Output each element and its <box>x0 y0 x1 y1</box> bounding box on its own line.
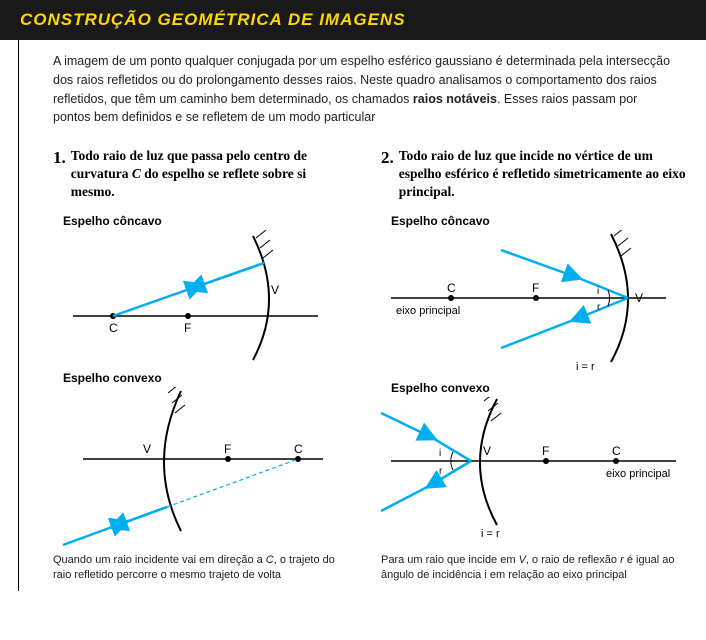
lbl-C: C <box>109 321 118 335</box>
lbl-V2: V <box>143 442 151 456</box>
diagram-2b: Espelho convexo V F C eixo principal <box>381 381 691 547</box>
lbl-eixo2: eixo principal <box>606 468 670 480</box>
rule-1-num: 1. <box>53 147 66 202</box>
svg-concave-vertex: C F V eixo principal i r i = r <box>381 230 691 375</box>
lbl-C3: C <box>447 281 456 295</box>
lbl-F3: F <box>532 281 539 295</box>
diag-1b-label: Espelho convexo <box>63 371 353 385</box>
rule-2: 2. Todo raio de luz que incide no vértic… <box>381 147 691 583</box>
c2-pre: Para um raio que incide em <box>381 554 519 566</box>
lbl-F2: F <box>224 442 231 456</box>
intro-paragraph: A imagem de um ponto qualquer conjugada … <box>53 52 678 127</box>
c1-i1: C <box>266 554 274 566</box>
diagram-1b: Espelho convexo V F <box>53 371 353 547</box>
rule-2-num: 2. <box>381 147 394 202</box>
lbl-C2: C <box>294 442 303 456</box>
lbl-i2: i <box>439 448 441 459</box>
rule-1: 1. Todo raio de luz que passa pelo centr… <box>53 147 353 583</box>
lbl-r2: r <box>439 466 443 477</box>
rule-2-text: Todo raio de luz que incide no vértice d… <box>399 147 691 202</box>
lbl-i1: i <box>597 286 599 297</box>
lbl-eixo1: eixo principal <box>396 305 460 317</box>
rule-2-heading: 2. Todo raio de luz que incide no vértic… <box>381 147 691 202</box>
diagram-1a: Espelho côncavo <box>53 214 353 365</box>
header-title: CONSTRUÇÃO GEOMÉTRICA DE IMAGENS <box>20 10 406 29</box>
caption-2: Para um raio que incide em V, o raio de … <box>381 553 691 584</box>
intro-bold: raios notáveis <box>413 92 497 106</box>
svg-concave-center: C F V <box>53 230 353 365</box>
columns: 1. Todo raio de luz que passa pelo centr… <box>53 147 678 583</box>
lbl-F4: F <box>542 444 549 458</box>
diag-2b-label: Espelho convexo <box>391 381 691 395</box>
lbl-ir2: i = r <box>481 528 500 540</box>
r1h-it: C <box>132 166 141 181</box>
lbl-V: V <box>271 283 279 297</box>
rule-1-text: Todo raio de luz que passa pelo centro d… <box>71 147 353 202</box>
c1-pre: Quando um raio incidente vai em direção … <box>53 554 266 566</box>
caption-1: Quando um raio incidente vai em direção … <box>53 553 353 584</box>
diag-2a-label: Espelho côncavo <box>391 214 691 228</box>
lbl-C4: C <box>612 444 621 458</box>
lbl-r1: r <box>597 302 601 313</box>
lbl-ir1: i = r <box>576 361 595 373</box>
lbl-V4: V <box>483 444 491 458</box>
content-area: A imagem de um ponto qualquer conjugada … <box>18 40 706 591</box>
svg-convex-center: V F C <box>53 387 353 547</box>
rule-1-heading: 1. Todo raio de luz que passa pelo centr… <box>53 147 353 202</box>
lbl-V3: V <box>635 291 643 305</box>
c2-mid: , o raio de reflexão <box>526 554 620 566</box>
diagram-2a: Espelho côncavo C F V eixo principal <box>381 214 691 375</box>
page-header: CONSTRUÇÃO GEOMÉTRICA DE IMAGENS <box>0 0 706 40</box>
c2-i1: V <box>519 554 526 566</box>
svg-convex-vertex: V F C eixo principal i r i = r <box>381 397 691 547</box>
diag-1a-label: Espelho côncavo <box>63 214 353 228</box>
lbl-F: F <box>184 321 191 335</box>
